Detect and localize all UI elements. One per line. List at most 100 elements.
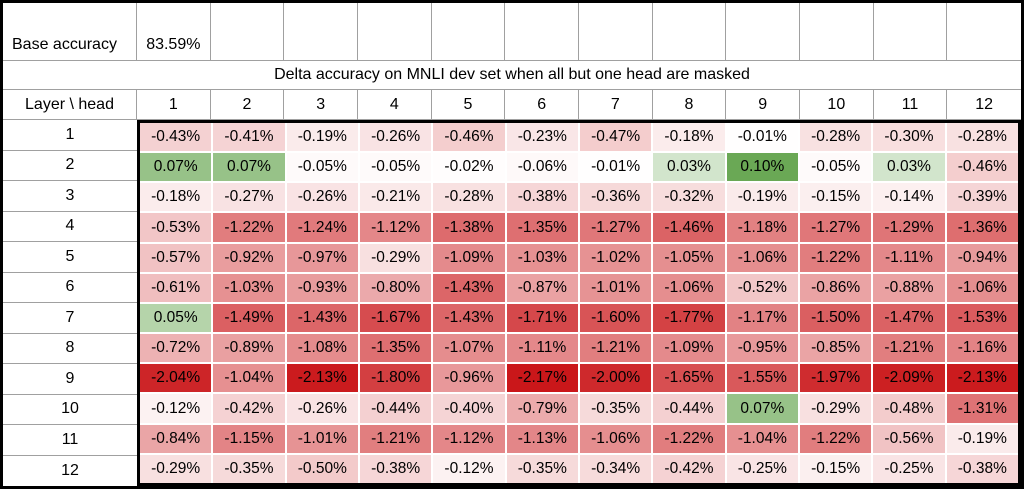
empty-cell xyxy=(947,3,1021,60)
heatmap-cell: -1.01% xyxy=(286,424,358,453)
heatmap-cell: -1.71% xyxy=(506,303,578,333)
layer-label: 10 xyxy=(3,395,137,425)
heatmap-cell: -0.93% xyxy=(286,273,358,302)
heatmap-cell: -1.80% xyxy=(360,364,432,393)
heatmap-cell: -0.27% xyxy=(213,183,285,212)
heatmap-cell: -0.48% xyxy=(873,394,945,423)
heatmap-cell: -0.25% xyxy=(873,454,945,483)
heatmap-cell: -1.09% xyxy=(653,334,725,363)
heatmap-cell: -0.28% xyxy=(433,183,505,212)
heatmap-cell: -1.06% xyxy=(726,243,798,272)
heatmap-cell: -0.87% xyxy=(506,273,578,302)
heatmap-cell: -1.21% xyxy=(873,334,945,363)
heatmap-cell: -0.12% xyxy=(140,394,212,423)
heatmap-cell: -1.77% xyxy=(653,303,725,333)
heatmap-cell: -0.38% xyxy=(360,454,432,483)
heatmap-cell: 0.05% xyxy=(140,303,212,333)
heatmap-cell: -0.12% xyxy=(433,454,505,483)
heatmap-cell: -1.50% xyxy=(800,303,872,333)
empty-cell xyxy=(579,3,653,60)
table-title-row: Delta accuracy on MNLI dev set when all … xyxy=(3,61,1021,90)
heatmap-cell: -0.42% xyxy=(213,394,285,423)
heatmap-cell: -0.18% xyxy=(653,123,725,152)
heatmap-cell: -1.01% xyxy=(580,273,652,302)
heatmap-cell: -1.17% xyxy=(726,303,798,333)
heatmap-cell: 0.03% xyxy=(653,153,725,182)
heatmap-cell: -0.19% xyxy=(286,123,358,152)
heatmap-cell: -1.06% xyxy=(580,424,652,453)
heatmap-cell: -0.50% xyxy=(286,454,358,483)
heatmap-cell: -0.29% xyxy=(800,394,872,423)
table-body: 1 2 3 4 5 6 7 8 9 10 11 12 -0.43% -0.41% -0.19% -0.26%… xyxy=(3,120,1021,486)
heatmap-cell: -0.44% xyxy=(653,394,725,423)
heatmap-cell: -1.13% xyxy=(506,424,578,453)
layer-label: 12 xyxy=(61,461,79,479)
heatmap-cell: -0.72% xyxy=(140,334,212,363)
heatmap-cell: -0.56% xyxy=(873,424,945,453)
heatmap-cell: -0.15% xyxy=(800,183,872,212)
heatmap-cell: -0.38% xyxy=(506,183,578,212)
layer-label: 5 xyxy=(3,242,137,273)
heatmap-cell: -0.39% xyxy=(946,183,1018,212)
heatmap-cell: -0.52% xyxy=(726,273,798,302)
heatmap-cell: -1.05% xyxy=(653,243,725,272)
heatmap-cell: -1.53% xyxy=(946,303,1018,333)
heatmap-cell: -0.47% xyxy=(580,123,652,152)
heatmap-cell: -1.49% xyxy=(213,303,285,333)
heatmap-cell: -0.28% xyxy=(946,123,1018,152)
empty-cell xyxy=(505,3,579,60)
heatmap-cell: -0.01% xyxy=(580,153,652,182)
heatmap-cell: -2.04% xyxy=(140,364,212,393)
empty-cell xyxy=(211,3,285,60)
heatmap-cell: -0.01% xyxy=(726,123,798,152)
heatmap-cell: -0.94% xyxy=(946,243,1018,272)
base-accuracy-value: 83.59% xyxy=(137,3,211,60)
heatmap-cell: -0.21% xyxy=(360,183,432,212)
heatmap-cell: -2.13% xyxy=(946,364,1018,393)
heatmap-cell: -0.02% xyxy=(433,153,505,182)
heatmap-cell: -0.18% xyxy=(140,183,212,212)
heatmap-cell: -1.03% xyxy=(213,273,285,302)
heatmap-cell: -1.02% xyxy=(580,243,652,272)
heatmap-cell: -1.35% xyxy=(506,213,578,242)
heatmap-cell: -0.29% xyxy=(360,243,432,272)
heatmap-cell: -0.61% xyxy=(140,273,212,302)
heatmap-cell: -0.19% xyxy=(946,424,1018,453)
layer-label: 8 xyxy=(3,334,137,364)
base-accuracy-row: Base accuracy 83.59% xyxy=(3,3,1021,61)
heatmap-cell: -1.21% xyxy=(360,424,432,453)
heatmap-cell: -1.43% xyxy=(433,273,505,302)
heatmap-cell: -1.46% xyxy=(653,213,725,242)
heatmap-cell: -1.22% xyxy=(213,213,285,242)
heatmap-cell: 0.07% xyxy=(140,153,212,182)
empty-cell xyxy=(432,3,506,60)
heatmap-cell: -0.35% xyxy=(506,454,578,483)
heatmap-cell: -1.08% xyxy=(286,334,358,363)
empty-cell xyxy=(358,3,432,60)
heatmap-cell: -0.14% xyxy=(873,183,945,212)
head-label: 2 xyxy=(211,90,285,119)
heatmap-cell: -0.95% xyxy=(726,334,798,363)
heatmap-cell: -0.80% xyxy=(360,273,432,302)
heatmap-cell: -0.35% xyxy=(580,394,652,423)
heatmap-cell: -0.35% xyxy=(213,454,285,483)
heatmap-cell: -1.65% xyxy=(653,364,725,393)
heatmap-cell: 0.07% xyxy=(726,394,798,423)
layer-label: 6 xyxy=(3,273,137,303)
heatmap-cell: -1.07% xyxy=(433,334,505,363)
heatmap-cell: -1.12% xyxy=(433,424,505,453)
head-header-row: Layer \ head 1 2 3 4 5 6 7 8 9 10 11 12 xyxy=(3,90,1021,120)
table-title: Delta accuracy on MNLI dev set when all … xyxy=(274,66,750,83)
heatmap-cell: -0.97% xyxy=(286,243,358,272)
heatmap-cell: -1.27% xyxy=(800,213,872,242)
heatmap-cell: -1.43% xyxy=(433,303,505,333)
heatmap-cell: -0.96% xyxy=(433,364,505,393)
heatmap-cell: -1.60% xyxy=(580,303,652,333)
heatmap-cell: -1.03% xyxy=(506,243,578,272)
heatmap-cell: -1.27% xyxy=(580,213,652,242)
layer-label-column: 1 2 3 4 5 6 7 8 9 10 11 12 xyxy=(3,120,137,486)
heatmap-cell: -1.09% xyxy=(433,243,505,272)
heatmap-cell: -0.28% xyxy=(800,123,872,152)
layer-label: 3 xyxy=(3,181,137,212)
heatmap-cell: -1.22% xyxy=(800,243,872,272)
